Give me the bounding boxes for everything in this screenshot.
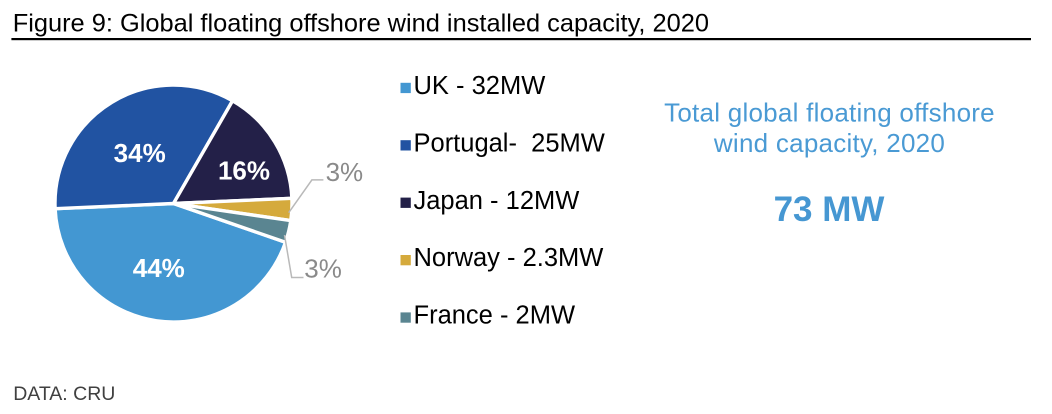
svg-text:73 MW: 73 MW [774,190,885,229]
svg-text:Japan - 12MW: Japan - 12MW [414,187,580,215]
svg-text:44%: 44% [133,253,185,283]
svg-text:Norway - 2.3MW: Norway - 2.3MW [414,244,604,272]
svg-text:UK - 32MW: UK - 32MW [414,72,546,100]
svg-text:16%: 16% [218,156,270,186]
svg-text:wind capacity, 2020: wind capacity, 2020 [713,128,945,158]
svg-text:3%: 3% [326,157,364,187]
svg-text:3%: 3% [304,254,342,284]
svg-text:Total global floating offshore: Total global floating offshore [664,97,995,127]
svg-text:34%: 34% [114,138,166,168]
svg-text:DATA: CRU: DATA: CRU [13,383,115,405]
svg-text:Portugal- 25MW: Portugal- 25MW [414,129,605,157]
svg-text:Figure 9: Global floating offs: Figure 9: Global floating offshore wind … [13,10,709,38]
svg-text:France - 2MW: France - 2MW [414,302,576,330]
